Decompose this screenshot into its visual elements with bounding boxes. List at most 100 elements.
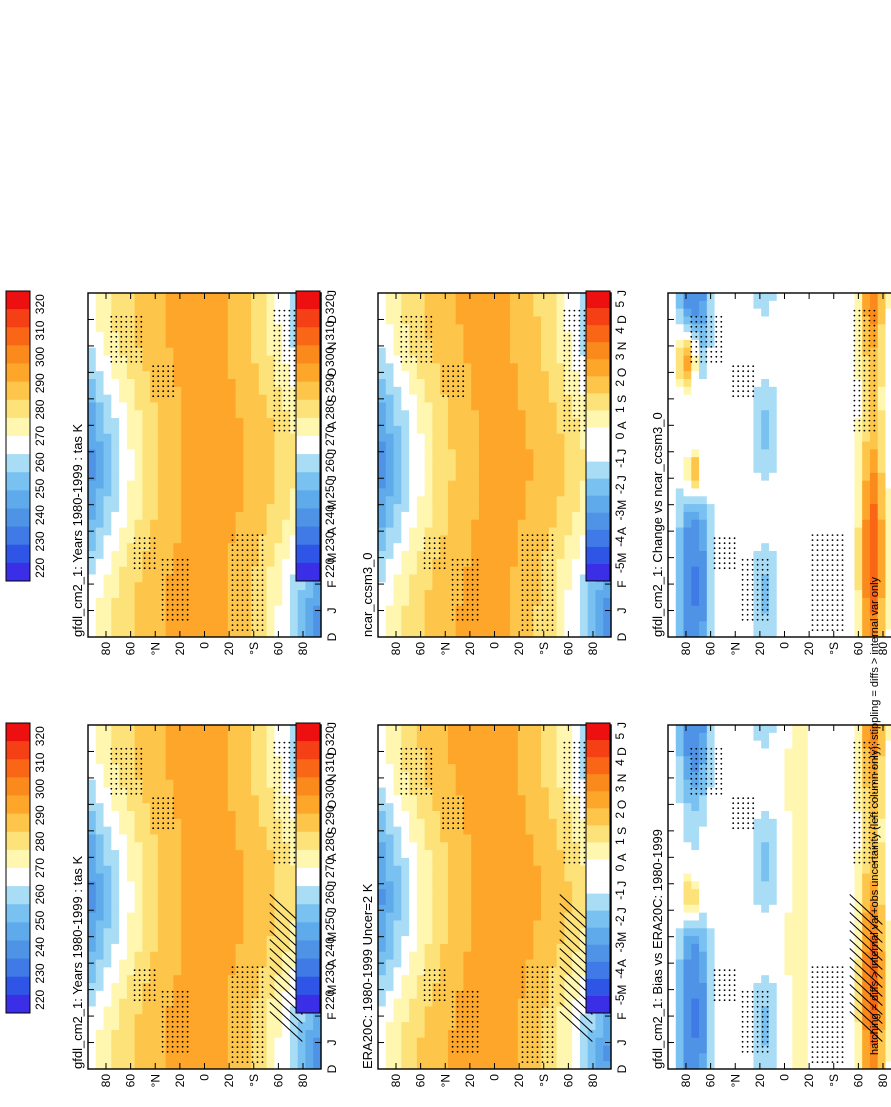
heatmap-cell bbox=[111, 496, 119, 504]
heatmap-cell bbox=[142, 621, 150, 629]
heatmap-cell bbox=[150, 605, 158, 613]
heatmap-cell bbox=[502, 982, 510, 990]
heatmap-cell bbox=[526, 920, 534, 928]
heatmap-cell bbox=[158, 355, 166, 363]
heatmap-cell bbox=[189, 300, 197, 308]
heatmap-cell bbox=[142, 457, 150, 465]
heatmap-cell bbox=[479, 1045, 487, 1053]
heatmap-cell bbox=[243, 889, 251, 897]
heatmap-cell bbox=[173, 779, 181, 787]
heatmap-cell bbox=[533, 904, 541, 912]
heatmap-cell bbox=[409, 1061, 417, 1069]
stipple-dot bbox=[289, 410, 291, 412]
heatmap-cell bbox=[463, 912, 471, 920]
heatmap-cell bbox=[135, 488, 143, 496]
stipple-dot bbox=[152, 365, 154, 367]
heatmap-cell bbox=[104, 597, 112, 605]
heatmap-cell bbox=[220, 779, 228, 787]
stipple-dot bbox=[110, 346, 112, 348]
heatmap-cell bbox=[267, 779, 275, 787]
heatmap-cell bbox=[104, 967, 112, 975]
heatmap-cell bbox=[557, 982, 565, 990]
stipple-dot bbox=[279, 325, 281, 327]
heatmap-cell bbox=[104, 810, 112, 818]
heatmap-cell bbox=[158, 324, 166, 332]
heatmap-cell bbox=[487, 896, 495, 904]
stipple-dot bbox=[162, 599, 164, 601]
heatmap-cell bbox=[456, 943, 464, 951]
heatmap-cell bbox=[150, 589, 158, 597]
heatmap-cell bbox=[378, 990, 386, 998]
heatmap-cell bbox=[205, 511, 213, 519]
heatmap-cell bbox=[456, 865, 464, 873]
heatmap-cell bbox=[251, 943, 259, 951]
stipple-dot bbox=[140, 336, 142, 338]
stipple-dot bbox=[130, 316, 132, 318]
stipple-dot bbox=[257, 1011, 259, 1013]
heatmap-cell bbox=[228, 449, 236, 457]
heatmap-cell bbox=[267, 1021, 275, 1029]
heatmap-cell bbox=[456, 975, 464, 983]
heatmap-cell bbox=[212, 417, 220, 425]
heatmap-cell bbox=[119, 763, 127, 771]
heatmap-cell bbox=[205, 834, 213, 842]
stipple-dot bbox=[279, 837, 281, 839]
stipple-dot bbox=[247, 559, 249, 561]
heatmap-cell bbox=[88, 613, 96, 621]
heatmap-cell bbox=[135, 912, 143, 920]
heatmap-cell bbox=[96, 308, 104, 316]
stipple-dot bbox=[167, 797, 169, 799]
heatmap-cell bbox=[564, 1029, 572, 1037]
stipple-dot bbox=[182, 594, 184, 596]
heatmap-cell bbox=[181, 982, 189, 990]
stipple-dot bbox=[262, 1061, 264, 1063]
heatmap-cell bbox=[259, 472, 267, 480]
heatmap-cell bbox=[432, 998, 440, 1006]
stipple-dot bbox=[135, 758, 137, 760]
heatmap-cell bbox=[394, 865, 402, 873]
heatmap-cell bbox=[401, 779, 409, 787]
heatmap-cell bbox=[111, 951, 119, 959]
heatmap-cell bbox=[142, 826, 150, 834]
stipple-dot bbox=[232, 534, 234, 536]
heatmap-cell bbox=[127, 857, 135, 865]
heatmap-cell bbox=[104, 433, 112, 441]
stipple-dot bbox=[232, 614, 234, 616]
heatmap-cell bbox=[150, 818, 158, 826]
stipple-dot bbox=[279, 375, 281, 377]
heatmap-cell bbox=[471, 826, 479, 834]
stipple-dot bbox=[242, 629, 244, 631]
heatmap-cell bbox=[111, 589, 119, 597]
stipple-dot bbox=[134, 542, 136, 544]
stipple-dot bbox=[242, 1046, 244, 1048]
heatmap-cell bbox=[119, 865, 127, 873]
stipple-dot bbox=[177, 599, 179, 601]
heatmap-cell bbox=[495, 1006, 503, 1014]
heatmap-cell bbox=[456, 1061, 464, 1069]
stipple-dot bbox=[139, 557, 141, 559]
heatmap-cell bbox=[463, 763, 471, 771]
colorbar-label: 230 bbox=[33, 531, 47, 551]
heatmap-cell bbox=[166, 912, 174, 920]
heatmap-cell bbox=[119, 826, 127, 834]
stipple-dot bbox=[130, 321, 132, 323]
heatmap-cell bbox=[111, 982, 119, 990]
heatmap-cell bbox=[409, 873, 417, 881]
stipple-dot bbox=[289, 405, 291, 407]
heatmap-cell bbox=[228, 943, 236, 951]
heatmap-cell bbox=[510, 1029, 518, 1037]
stipple-dot bbox=[125, 331, 127, 333]
stipple-dot bbox=[294, 310, 296, 312]
heatmap-cell bbox=[135, 417, 143, 425]
heatmap-cell bbox=[386, 865, 394, 873]
stipple-dot bbox=[172, 390, 174, 392]
heatmap-cell bbox=[205, 347, 213, 355]
heatmap-cell bbox=[479, 889, 487, 897]
colorbar-swatch bbox=[6, 849, 30, 868]
heatmap-cell bbox=[158, 779, 166, 787]
heatmap-cell bbox=[166, 935, 174, 943]
heatmap-cell bbox=[150, 582, 158, 590]
heatmap-cell bbox=[150, 371, 158, 379]
heatmap-cell bbox=[425, 795, 433, 803]
